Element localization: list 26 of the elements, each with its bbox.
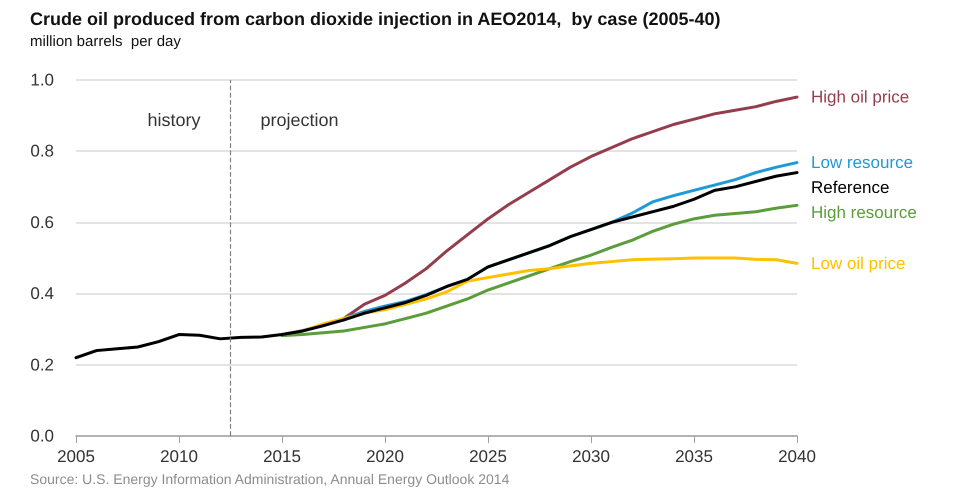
series-label: Low oil price — [811, 254, 906, 273]
x-tick-label: 2010 — [160, 447, 198, 466]
x-tick-label: 2025 — [469, 447, 507, 466]
y-tick-label: 0.6 — [30, 212, 54, 232]
series-label: High oil price — [811, 88, 910, 107]
source-note: Source: U.S. Energy Information Administration, Annual Energy Outlook 2014 — [30, 471, 510, 487]
y-tick-label: 1.0 — [30, 70, 54, 90]
y-tick-label: 0.8 — [30, 142, 54, 161]
series-label: High resource — [811, 203, 917, 222]
x-tick-label: 2005 — [57, 447, 95, 466]
y-tick-label: 0.4 — [30, 284, 54, 304]
annotation: history — [147, 110, 200, 130]
line-series — [74, 171, 798, 360]
line-series — [280, 204, 798, 338]
annotation: projection — [260, 110, 339, 130]
x-tick-label: 2030 — [572, 447, 610, 466]
x-tick-label: 2035 — [675, 447, 713, 466]
y-tick-label: 0.2 — [30, 355, 54, 374]
series-label: Low resource — [811, 153, 914, 172]
series-label: Reference — [811, 178, 890, 198]
chart-title: Crude oil produced from carbon dioxide injection in AEO2014, by case (2005-40) — [30, 9, 721, 29]
y-tick-label: 0.0 — [30, 426, 54, 446]
x-tick-label: 2020 — [366, 447, 404, 466]
x-tick-label: 2015 — [263, 447, 301, 466]
x-tick-label: 2040 — [778, 447, 816, 466]
y-axis-title: million barrels per day — [30, 33, 182, 50]
